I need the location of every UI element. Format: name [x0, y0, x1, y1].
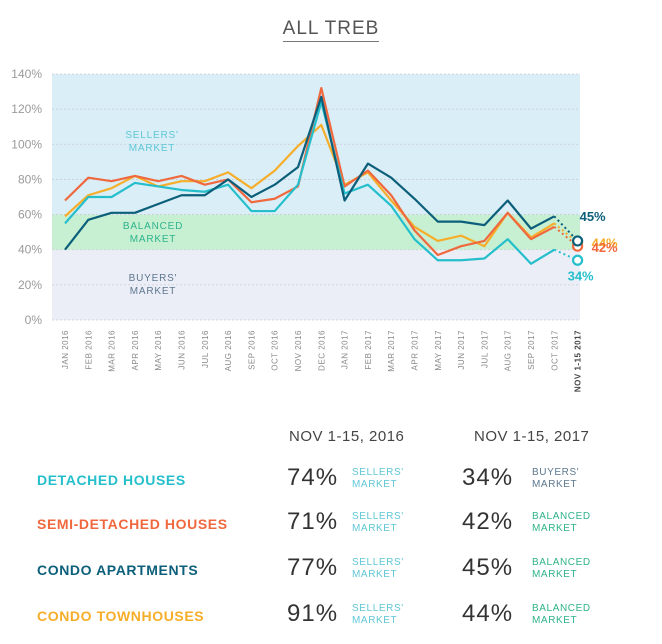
- x-tick-label: MAR 2016: [108, 330, 117, 372]
- zone-label-buyers: BUYERS': [129, 273, 178, 284]
- x-tick-label: OCT 2016: [271, 330, 280, 371]
- property-type-label: CONDO TOWNHOUSES: [37, 608, 205, 624]
- y-tick-label: 80%: [18, 172, 42, 186]
- ratio-2016: 71%: [287, 508, 339, 535]
- ratio-2017: 34%: [462, 464, 514, 491]
- series-line-semi: [64, 86, 555, 257]
- y-tick-label: 40%: [18, 243, 42, 257]
- y-tick-label: 0%: [25, 313, 43, 327]
- line-chart: 0% 20% 40% 60% 80% 100% 120% 140% SELLERS' MARKET…: [11, 67, 618, 392]
- series-end-label-condo_town: 44%: [592, 236, 618, 251]
- ratio-2017: 42%: [462, 508, 514, 535]
- zone-label-balanced: BALANCED: [123, 221, 183, 232]
- x-tick-label: APR 2017: [411, 330, 420, 371]
- zone-label-sellers: SELLERS': [125, 130, 178, 141]
- property-type-label: SEMI-DETACHED HOUSES: [37, 516, 228, 532]
- market-2016: SELLERS' MARKET: [352, 557, 404, 580]
- market-2017: BALANCED MARKET: [532, 557, 591, 580]
- market-2017: BALANCED MARKET: [532, 511, 591, 534]
- x-tick-label: SEP 2017: [527, 330, 536, 370]
- ratio-2017: 44%: [462, 600, 514, 627]
- x-tick-label: JUN 2017: [457, 330, 466, 370]
- property-type-label: CONDO APARTMENTS: [37, 562, 199, 578]
- x-tick-label: NOV 1-15 2017: [574, 330, 583, 392]
- x-tick-label: JAN 2016: [61, 330, 70, 369]
- zone-label-sellers: MARKET: [129, 143, 175, 154]
- x-tick-label: JUL 2016: [201, 330, 210, 368]
- ratio-2017: 45%: [462, 554, 514, 581]
- x-tick-label: FEB 2017: [364, 330, 373, 370]
- ratio-2016: 91%: [287, 600, 339, 627]
- column-header-2017: NOV 1-15, 2017: [474, 428, 590, 445]
- x-tick-label: AUG 2017: [504, 330, 513, 371]
- table-row: CONDO APARTMENTS 77% SELLERS' MARKET 45% BAL…: [0, 552, 662, 592]
- x-tick-label: JUN 2016: [178, 330, 187, 370]
- x-tick-label: JAN 2017: [341, 330, 350, 369]
- ratio-2016: 74%: [287, 464, 339, 491]
- series-line-detached: [64, 101, 555, 265]
- y-tick-label: 100%: [11, 137, 42, 151]
- market-2017: BUYERS' MARKET: [532, 467, 580, 490]
- series-endpoint-condo_apt: [571, 235, 584, 247]
- series-line-condo_apt: [64, 95, 555, 251]
- y-tick-label: 120%: [11, 102, 42, 116]
- market-2016: SELLERS' MARKET: [352, 467, 404, 490]
- x-tick-label: NOV 2016: [294, 330, 303, 371]
- series-end-label-condo_apt: 45%: [580, 209, 606, 224]
- x-tick-label: FEB 2016: [84, 330, 93, 370]
- x-tick-label: OCT 2017: [550, 330, 559, 371]
- x-tick-label: AUG 2016: [224, 330, 233, 371]
- column-header-2016: NOV 1-15, 2016: [289, 428, 405, 445]
- x-tick-label: APR 2016: [131, 330, 140, 371]
- chart-title: ALL TREB: [0, 18, 662, 42]
- table-row: DETACHED HOUSES 74% SELLERS' MARKET 34% BUYE…: [0, 462, 662, 502]
- series-dotted-condo_apt: [553, 215, 579, 242]
- market-2017: BALANCED MARKET: [532, 603, 591, 626]
- y-tick-label: 60%: [18, 208, 42, 222]
- table-row: SEMI-DETACHED HOUSES 71% SELLERS' MARKET 42…: [0, 506, 662, 546]
- x-tick-label: MAY 2017: [434, 330, 443, 371]
- table-row: CONDO TOWNHOUSES 91% SELLERS' MARKET 44% BAL…: [0, 598, 662, 638]
- property-type-label: DETACHED HOUSES: [37, 472, 186, 488]
- market-2016: SELLERS' MARKET: [352, 603, 404, 626]
- x-tick-label: MAY 2016: [154, 330, 163, 371]
- market-2016: SELLERS' MARKET: [352, 511, 404, 534]
- series-endpoint-detached: [571, 254, 584, 266]
- ratio-2016: 77%: [287, 554, 339, 581]
- series-end-label-detached: 34%: [568, 268, 594, 283]
- series-end-label-semi: 42%: [592, 240, 618, 255]
- x-tick-label: DEC 2016: [317, 330, 326, 371]
- x-tick-label: MAR 2017: [387, 330, 396, 372]
- x-tick-label: SEP 2016: [247, 330, 256, 370]
- zone-label-buyers: MARKET: [130, 286, 176, 297]
- zone-label-balanced: MARKET: [130, 234, 176, 245]
- x-tick-label: JUL 2017: [480, 330, 489, 368]
- y-tick-label: 20%: [18, 278, 42, 292]
- y-tick-label: 140%: [11, 67, 42, 81]
